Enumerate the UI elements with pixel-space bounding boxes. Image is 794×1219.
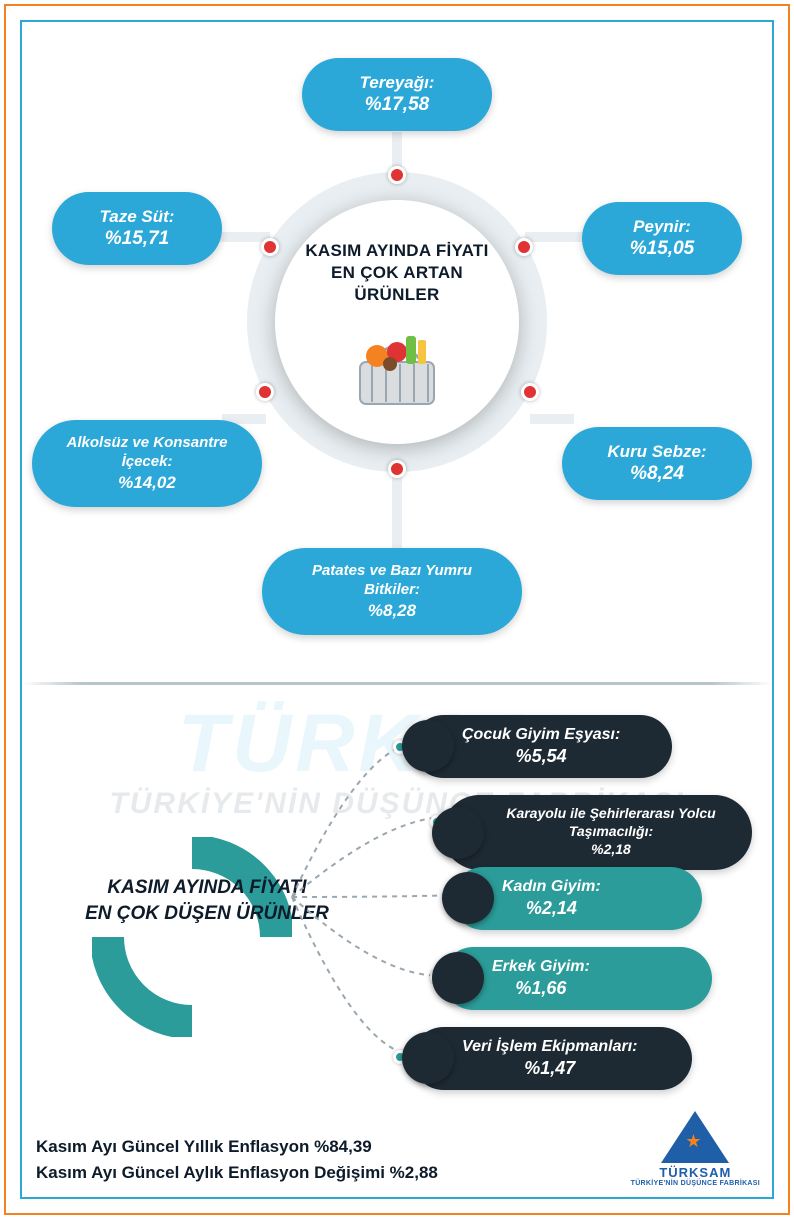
pill-value: %1,47 <box>462 1057 637 1080</box>
pill-label: Veri İşlem Ekipmanları: <box>462 1037 637 1057</box>
pill-knob <box>432 807 484 859</box>
pill-text: Karayolu ile Şehirlerarası Yolcu Taşımac… <box>442 795 752 870</box>
red-dot <box>521 383 539 401</box>
decrease-pill: Veri İşlem Ekipmanları:%1,47 <box>412 1027 692 1090</box>
quarter-ring <box>92 837 292 1037</box>
center-title: KASIM AYINDA FİYATI EN ÇOK ARTAN ÜRÜNLER <box>275 240 519 306</box>
pill-knob <box>432 952 484 1004</box>
section-divider <box>22 682 772 685</box>
increase-bubble: Taze Süt:%15,71 <box>52 192 222 265</box>
increase-bubble: Peynir:%15,05 <box>582 202 742 275</box>
decrease-pill: Erkek Giyim:%1,66 <box>442 947 712 1010</box>
logo-triangle-icon <box>661 1111 729 1163</box>
logo: TÜRKSAM TÜRKİYE'NİN DÜŞÜNCE FABRİKASI <box>631 1111 760 1187</box>
footer-line1: Kasım Ayı Güncel Yıllık Enflasyon %84,39 <box>36 1134 438 1160</box>
pill-value: %2,18 <box>591 841 631 857</box>
decrease-pill: Kadın Giyim:%2,14 <box>452 867 702 930</box>
decrease-title-l1: KASIM AYINDA FİYATI <box>107 877 306 898</box>
content-area: KASIM AYINDA FİYATI EN ÇOK ARTAN ÜRÜNLER <box>22 22 772 1197</box>
center-circle: KASIM AYINDA FİYATI EN ÇOK ARTAN ÜRÜNLER <box>275 200 519 444</box>
red-dot <box>388 460 406 478</box>
increase-bubble: Tereyağı:%17,58 <box>302 58 492 131</box>
red-dot <box>388 166 406 184</box>
footer-stats: Kasım Ayı Güncel Yıllık Enflasyon %84,39… <box>36 1134 438 1185</box>
decrease-pill: Karayolu ile Şehirlerarası Yolcu Taşımac… <box>442 795 752 870</box>
logo-brand: TÜRKSAM <box>631 1165 760 1180</box>
bubble-label: Taze Süt: <box>78 206 196 227</box>
ring-stem <box>530 414 574 424</box>
bubble-value: %15,71 <box>78 227 196 251</box>
center-title-l2: EN ÇOK ARTAN ÜRÜNLER <box>331 263 463 304</box>
bubble-value: %8,28 <box>288 600 496 621</box>
basket-icon <box>342 322 452 422</box>
bubble-label: Kuru Sebze: <box>588 441 726 462</box>
pill-knob <box>402 720 454 772</box>
pill-label: Erkek Giyim: <box>492 957 590 977</box>
bubble-value: %17,58 <box>328 93 466 117</box>
pill-label: Kadın Giyim: <box>502 877 601 897</box>
bottom-section: TÜRKSAM TÜRKİYE'NİN DÜŞÜNCE FABRİKASI KA… <box>22 687 772 1197</box>
logo-tagline: TÜRKİYE'NİN DÜŞÜNCE FABRİKASI <box>631 1180 760 1187</box>
ring-stem <box>392 470 402 548</box>
increase-bubble: Kuru Sebze:%8,24 <box>562 427 752 500</box>
ring-stem <box>525 232 583 242</box>
bubble-value: %14,02 <box>58 472 236 493</box>
decrease-title: KASIM AYINDA FİYATI EN ÇOK DÜŞEN ÜRÜNLER <box>52 875 362 926</box>
decrease-title-l2: EN ÇOK DÜŞEN ÜRÜNLER <box>85 903 329 924</box>
increase-bubble: Patates ve Bazı Yumru Bitkiler:%8,28 <box>262 548 522 635</box>
footer-line2: Kasım Ayı Güncel Aylık Enflasyon Değişim… <box>36 1160 438 1186</box>
bubble-label: Tereyağı: <box>328 72 466 93</box>
pill-value: %1,66 <box>492 977 590 1000</box>
pill-value: %5,54 <box>462 745 620 768</box>
bubble-value: %8,24 <box>588 462 726 486</box>
increase-bubble: Alkolsüz ve Konsantre İçecek:%14,02 <box>32 420 262 507</box>
decrease-pill: Çocuk Giyim Eşyası:%5,54 <box>412 715 672 778</box>
center-title-l1: KASIM AYINDA FİYATI <box>305 241 488 260</box>
pill-label: Çocuk Giyim Eşyası: <box>462 725 620 745</box>
bubble-label: Patates ve Bazı Yumru Bitkiler: <box>288 562 496 600</box>
pill-knob <box>442 872 494 924</box>
pill-label: Karayolu ile Şehirlerarası Yolcu Taşımac… <box>492 805 730 840</box>
bubble-label: Alkolsüz ve Konsantre İçecek: <box>58 434 236 472</box>
bubble-value: %15,05 <box>608 237 716 261</box>
pill-knob <box>402 1032 454 1084</box>
red-dot <box>256 383 274 401</box>
pill-value: %2,14 <box>502 897 601 920</box>
bubble-label: Peynir: <box>608 216 716 237</box>
top-radial-section: KASIM AYINDA FİYATI EN ÇOK ARTAN ÜRÜNLER <box>22 22 772 682</box>
